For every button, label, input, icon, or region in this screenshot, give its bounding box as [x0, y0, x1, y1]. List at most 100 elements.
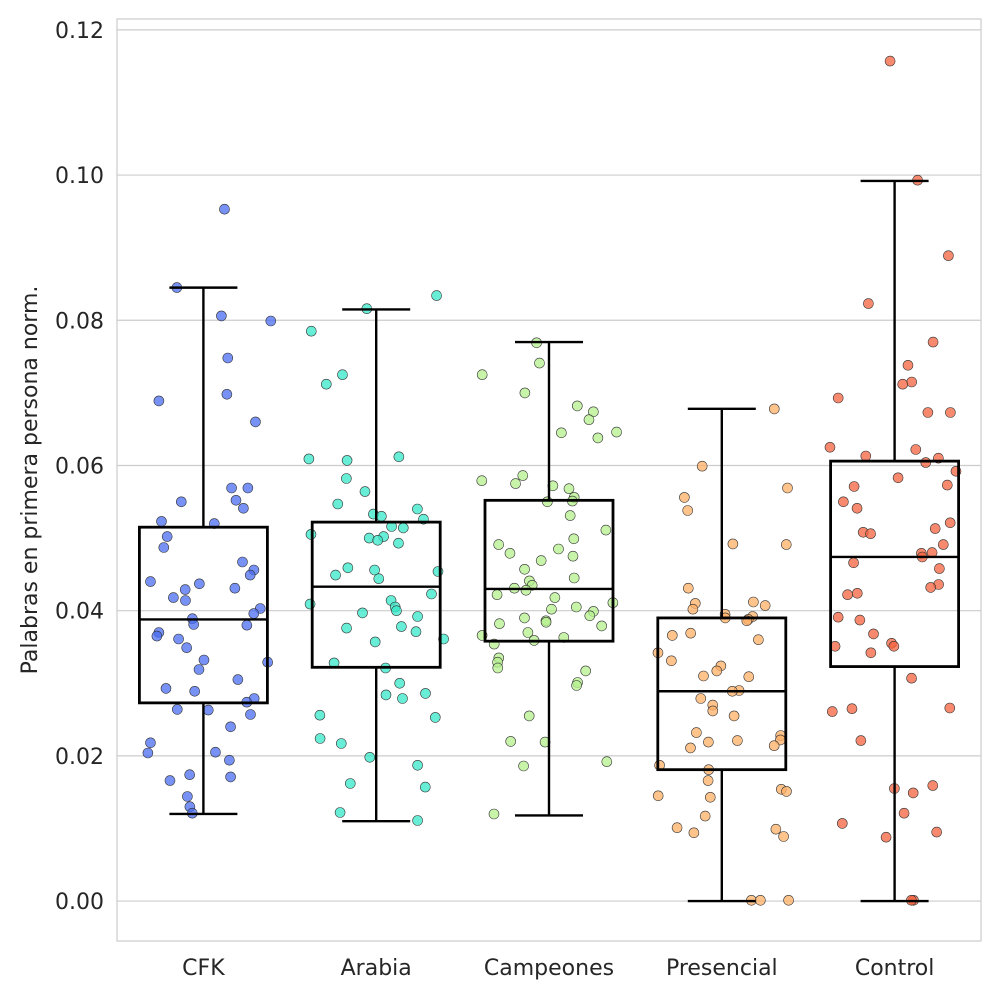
data-point — [682, 505, 694, 516]
data-point — [778, 831, 789, 842]
y-tick-label: 0.08 — [55, 309, 104, 334]
data-point — [865, 647, 877, 659]
box-iqr — [829, 459, 960, 668]
data-point — [510, 478, 521, 489]
data-point — [305, 325, 317, 337]
data-point — [182, 791, 193, 802]
data-point — [748, 596, 759, 608]
data-point — [420, 688, 431, 699]
data-point — [596, 620, 608, 632]
data-point — [373, 573, 385, 585]
data-point — [244, 569, 256, 581]
box-iqr — [310, 520, 442, 669]
data-point — [188, 619, 199, 630]
box-iqr — [137, 525, 269, 705]
data-point — [704, 791, 716, 803]
data-point — [237, 556, 248, 568]
data-point — [222, 352, 234, 364]
data-point — [842, 589, 853, 601]
data-point — [303, 453, 315, 465]
data-point — [563, 483, 575, 495]
data-point — [910, 444, 922, 455]
data-point — [142, 747, 154, 759]
data-point — [151, 630, 163, 642]
data-point — [224, 754, 235, 766]
data-point — [505, 736, 517, 747]
box-iqr — [483, 498, 615, 643]
data-point — [534, 357, 545, 369]
data-point — [334, 807, 346, 818]
data-point — [419, 781, 431, 793]
data-point — [488, 808, 500, 820]
data-point — [172, 704, 183, 715]
data-point — [927, 336, 939, 348]
data-point — [931, 826, 943, 838]
data-point — [907, 787, 919, 799]
data-point — [780, 539, 792, 550]
data-point — [219, 203, 230, 215]
data-point — [494, 618, 505, 630]
data-point — [158, 542, 170, 553]
data-point — [189, 685, 200, 697]
data-point — [906, 376, 918, 388]
data-point — [549, 592, 561, 603]
data-point — [570, 601, 582, 613]
data-point — [687, 603, 699, 615]
data-point — [832, 611, 844, 623]
data-point — [848, 481, 860, 492]
data-point — [601, 756, 613, 768]
data-point — [241, 619, 253, 631]
data-point — [880, 831, 892, 843]
data-point — [707, 705, 719, 717]
x-tick-label: Campeones — [484, 956, 614, 981]
plot-frame — [116, 18, 982, 942]
data-point — [568, 533, 580, 545]
y-tick-label: 0.12 — [55, 19, 104, 44]
data-point — [412, 759, 423, 771]
data-point — [743, 671, 755, 683]
data-point — [520, 584, 532, 596]
data-point — [934, 563, 945, 574]
data-point — [429, 712, 441, 723]
data-point — [682, 582, 694, 594]
data-point — [412, 611, 423, 622]
data-point — [364, 751, 376, 763]
data-point — [341, 622, 352, 634]
data-point — [755, 894, 766, 906]
data-point — [580, 665, 592, 677]
data-point — [945, 407, 956, 418]
data-point — [846, 703, 858, 715]
data-point — [571, 680, 582, 691]
data-point — [225, 721, 236, 733]
data-point — [611, 426, 622, 438]
data-point — [753, 634, 764, 646]
data-point — [314, 709, 326, 721]
data-point — [242, 482, 254, 494]
data-point — [832, 392, 844, 404]
data-point — [476, 475, 488, 487]
data-point — [542, 496, 553, 508]
data-point — [838, 496, 849, 508]
data-point — [194, 578, 205, 590]
data-point — [491, 589, 503, 601]
data-point — [679, 492, 690, 503]
data-point — [535, 555, 547, 566]
data-point — [944, 702, 956, 714]
data-point — [314, 733, 326, 744]
data-point — [153, 395, 165, 407]
data-point — [583, 414, 595, 426]
data-point — [412, 815, 423, 826]
data-point — [181, 642, 192, 654]
data-point — [944, 517, 956, 529]
data-point — [391, 605, 402, 617]
box-iqr — [656, 616, 788, 772]
data-point — [394, 677, 406, 689]
data-point — [203, 704, 214, 716]
data-point — [696, 460, 708, 472]
data-point — [564, 510, 576, 521]
data-point — [699, 810, 711, 822]
data-point — [685, 742, 696, 754]
data-point — [519, 563, 530, 575]
data-point — [927, 780, 939, 791]
